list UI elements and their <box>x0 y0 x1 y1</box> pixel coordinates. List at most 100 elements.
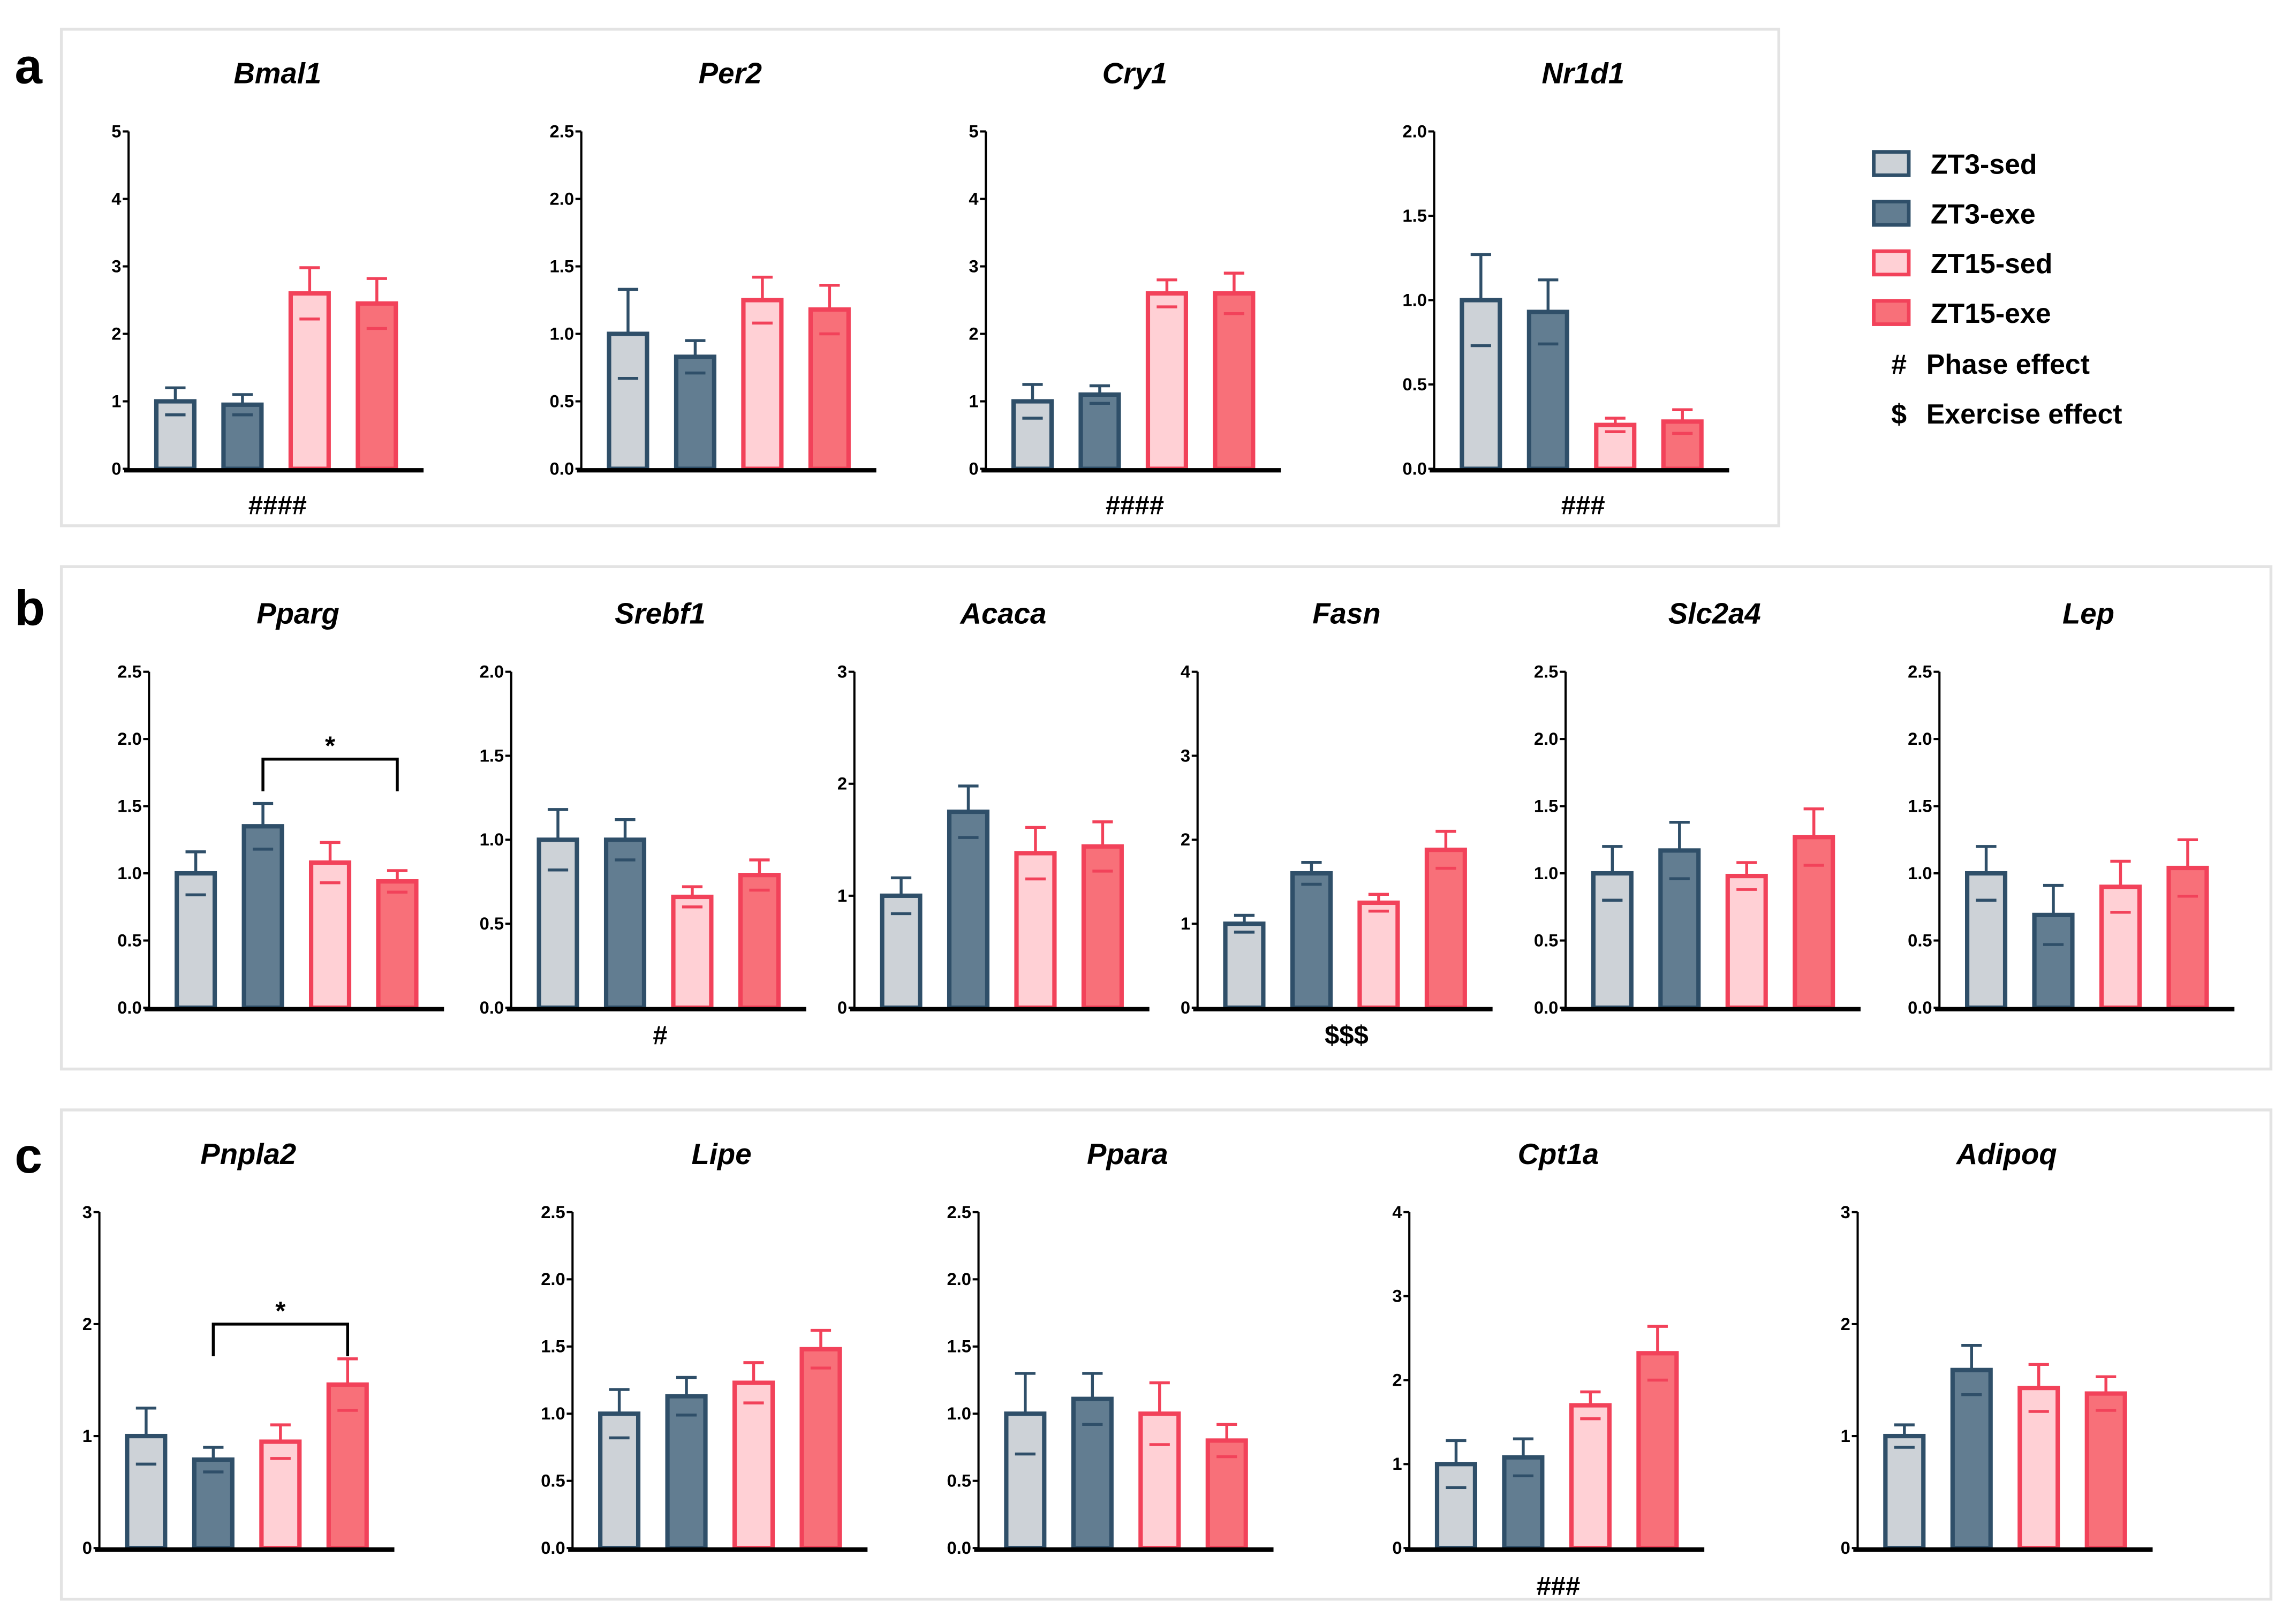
legend-swatch <box>1872 299 1911 326</box>
chart-bmal1: Bmal1 0 1 2 3 4 5 #### <box>111 57 424 520</box>
y-tick-label: 0.5 <box>1402 374 1426 394</box>
legend-symbol-item: # Phase effect <box>1891 349 2090 380</box>
bar-zt15-exe <box>1793 835 1835 1010</box>
legend-symbol: $ <box>1891 398 1907 429</box>
y-tick-label: 1.0 <box>1908 863 1932 883</box>
significance-star: * <box>275 1297 286 1326</box>
bar-zt15-exe <box>1661 419 1704 471</box>
y-tick-label: 0.0 <box>550 458 574 478</box>
y-tick-label: 0.5 <box>541 1471 565 1491</box>
legend-item: ZT3-exe <box>1872 198 2036 229</box>
legend-item: ZT15-sed <box>1872 248 2052 279</box>
bar-zt3-sed <box>598 1411 641 1551</box>
y-tick-label: 2.0 <box>550 188 574 208</box>
y-tick-label: 0.0 <box>1908 998 1932 1017</box>
legend-swatch <box>1872 199 1911 227</box>
chart-title: Lipe <box>691 1138 751 1170</box>
panel-label-c: c <box>14 1128 42 1183</box>
y-tick-label: 2 <box>111 323 121 343</box>
legend-symbol-label: Exercise effect <box>1926 398 2122 429</box>
y-tick-label: 0.5 <box>1534 930 1558 950</box>
bar-zt3-exe <box>2032 912 2075 1010</box>
chart-title: Cry1 <box>1102 57 1167 89</box>
y-tick-label: 1.5 <box>1402 206 1426 225</box>
y-tick-label: 2 <box>82 1314 92 1334</box>
bar-zt3-sed <box>1883 1433 1926 1551</box>
bar-zt3-sed <box>1591 871 1634 1010</box>
y-tick-label: 2.0 <box>1908 729 1932 749</box>
legend-swatch <box>1872 249 1911 277</box>
bar-zt3-sed <box>1434 1462 1478 1551</box>
chart-cpt1a: Cpt1a 0 1 2 3 4 ### <box>1392 1138 1705 1600</box>
chart-slc2a4: Slc2a4 0.0 0.5 1.0 1.5 2.0 2.5 <box>1534 598 1861 1017</box>
y-tick-label: 0.5 <box>1908 930 1932 950</box>
legend-symbol: # <box>1891 349 1907 380</box>
bar-zt15-sed <box>2017 1386 2060 1551</box>
y-tick-label: 3 <box>1181 745 1190 765</box>
y-tick-label: 1.5 <box>1534 796 1558 816</box>
y-tick-label: 2.5 <box>947 1202 971 1222</box>
bar-zt3-exe <box>1502 1455 1545 1551</box>
bar-zt15-sed <box>2099 885 2142 1010</box>
bar-zt3-sed <box>1223 921 1266 1010</box>
y-tick-label: 1.5 <box>117 796 141 816</box>
bar-zt15-sed <box>732 1380 775 1551</box>
y-tick-label: 1.0 <box>1534 863 1558 883</box>
bar-zt3-exe <box>1071 1396 1114 1551</box>
y-tick-label: 2.5 <box>550 121 574 141</box>
y-tick-label: 1.0 <box>541 1403 565 1423</box>
y-tick-label: 2.5 <box>1908 662 1932 682</box>
chart-title: Bmal1 <box>233 57 321 89</box>
y-tick-label: 2.0 <box>541 1269 565 1289</box>
significance-bracket <box>211 1323 350 1356</box>
bar-zt15-sed <box>1357 900 1400 1010</box>
bar-zt15-sed <box>1569 1403 1612 1551</box>
y-tick-label: 4 <box>1392 1202 1402 1222</box>
panel-label-b: b <box>14 580 45 636</box>
charts: Bmal1012345####Per20.00.51.01.52.02.5Cry… <box>82 57 2235 1600</box>
bar-zt3-sed <box>1011 399 1054 471</box>
y-tick-label: 1.5 <box>947 1336 971 1356</box>
bar-zt15-exe <box>808 307 851 471</box>
chart-pparg: Pparg 0.0 0.5 1.0 1.5 2.0 2.5 * <box>117 598 444 1017</box>
y-tick-label: 2.0 <box>1402 121 1426 141</box>
y-tick-label: 3 <box>969 256 978 276</box>
bar-zt15-sed <box>308 860 352 1010</box>
y-tick-label: 1.5 <box>550 256 574 276</box>
significance-annotation: $$$ <box>1325 1021 1369 1050</box>
chart-cry1: Cry1 0 1 2 3 4 5 #### <box>969 57 1281 520</box>
y-tick-label: 1 <box>969 391 978 411</box>
y-tick-label: 2.0 <box>117 729 141 749</box>
chart-nr1d1: Nr1d1 0.0 0.5 1.0 1.5 2.0 ### <box>1402 57 1729 520</box>
chart-lipe: Lipe 0.0 0.5 1.0 1.5 2.0 2.5 <box>541 1138 868 1558</box>
bar-zt15-sed <box>1145 291 1188 471</box>
y-tick-label: 0 <box>82 1538 92 1558</box>
bar-zt3-exe <box>1290 871 1333 1010</box>
y-tick-label: 1 <box>837 886 847 905</box>
chart-pnpla2: Pnpla2 0 1 2 3 * <box>82 1138 395 1558</box>
bar-zt3-exe <box>1078 392 1121 471</box>
chart-title: Fasn <box>1312 598 1380 630</box>
bar-zt15-sed <box>288 291 331 471</box>
y-tick-label: 0 <box>1841 1538 1850 1558</box>
y-tick-label: 1 <box>1392 1454 1402 1474</box>
bar-zt15-exe <box>1213 291 1256 471</box>
y-tick-label: 1.5 <box>480 745 504 765</box>
y-tick-label: 3 <box>111 256 121 276</box>
chart-per2: Per2 0.0 0.5 1.0 1.5 2.0 2.5 <box>550 57 876 478</box>
bar-zt15-sed <box>671 894 714 1010</box>
y-tick-label: 2.0 <box>947 1269 971 1289</box>
y-tick-label: 0.5 <box>117 930 141 950</box>
y-tick-label: 0 <box>969 458 978 478</box>
bar-zt15-sed <box>741 298 784 471</box>
y-tick-label: 0.0 <box>1534 998 1558 1017</box>
panel-b-box <box>59 565 2273 1071</box>
y-tick-label: 1.0 <box>550 323 574 343</box>
bar-zt3-sed <box>1004 1411 1047 1551</box>
bar-zt3-sed <box>1965 871 2008 1010</box>
y-tick-label: 1 <box>1841 1426 1850 1446</box>
chart-acaca: Acaca 0 1 2 3 <box>837 598 1150 1017</box>
y-tick-label: 3 <box>837 662 847 682</box>
legend-symbol-label: Phase effect <box>1926 349 2090 380</box>
significance-annotation: #### <box>1106 491 1164 520</box>
